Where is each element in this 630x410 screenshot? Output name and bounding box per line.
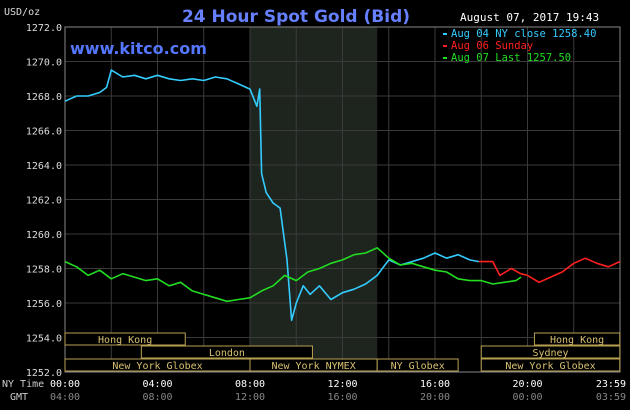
series-line bbox=[64, 247, 522, 303]
legend-swatch bbox=[443, 45, 447, 47]
brand-watermark: www.kitco.com bbox=[70, 39, 207, 58]
x-tick-label-gmt: 12:00 bbox=[235, 392, 265, 403]
x-tick-label-gmt: 20:00 bbox=[420, 392, 450, 403]
x-tick-label-gmt: 04:00 bbox=[50, 392, 80, 403]
y-tick-label: 1252.0 bbox=[26, 368, 62, 379]
legend-swatch bbox=[443, 33, 447, 35]
session-box bbox=[480, 358, 621, 372]
y-tick-label: 1262.0 bbox=[26, 196, 62, 207]
x-tick-label-ny: 08:00 bbox=[235, 379, 265, 390]
market-sessions: Hong Kong London New York Globex New York N… bbox=[64, 332, 621, 372]
y-tick-label: 1268.0 bbox=[26, 92, 62, 103]
session-label: NY Globex bbox=[391, 361, 445, 372]
y-tick-label: 1258.0 bbox=[26, 265, 62, 276]
x-tick-label-gmt: 16:00 bbox=[327, 392, 357, 403]
legend-label: Aug 06 Sunday bbox=[451, 40, 533, 52]
x-tick-label-ny: 16:00 bbox=[420, 379, 450, 390]
series-line bbox=[478, 257, 621, 284]
legend-label: Aug 04 NY close 1258.40 bbox=[451, 28, 596, 40]
x-tick-label-ny: 23:59 bbox=[596, 379, 626, 390]
x-tick-label-gmt: 03:59 bbox=[596, 392, 626, 403]
session-box bbox=[376, 358, 459, 372]
session-box bbox=[140, 345, 313, 359]
ny-time-label: NY Time bbox=[2, 379, 44, 390]
x-tick-label-ny: 12:00 bbox=[327, 379, 357, 390]
session-label: New York Globex bbox=[505, 361, 595, 372]
y-axis-ticks: 1252.0 1254.0 1256.0 1258.0 1260.0 1262.0 1264… bbox=[26, 23, 62, 379]
x-axis-ticks: 00:00 04:00 08:00 12:00 16:00 20:00 23:59 04:00… bbox=[50, 379, 626, 403]
session-label: Hong Kong bbox=[550, 335, 604, 346]
legend-swatch bbox=[443, 57, 447, 59]
session-box bbox=[533, 332, 621, 346]
session-label: New York NYMEX bbox=[271, 361, 355, 372]
x-tick-label-ny: 20:00 bbox=[512, 379, 542, 390]
y-tick-label: 1260.0 bbox=[26, 230, 62, 241]
session-box bbox=[480, 345, 621, 359]
y-tick-label: 1254.0 bbox=[26, 334, 62, 345]
y-axis-label: USD/oz bbox=[4, 7, 40, 18]
y-tick-label: 1264.0 bbox=[26, 161, 62, 172]
y-tick-label: 1272.0 bbox=[26, 23, 62, 34]
x-tick-label-ny: 00:00 bbox=[50, 379, 80, 390]
y-tick-label: 1266.0 bbox=[26, 127, 62, 138]
session-label: Hong Kong bbox=[98, 335, 152, 346]
series-lines bbox=[64, 69, 621, 322]
x-tick-label-gmt: 00:00 bbox=[512, 392, 542, 403]
x-tick-label-gmt: 08:00 bbox=[142, 392, 172, 403]
x-tick-label-ny: 04:00 bbox=[142, 379, 172, 390]
plot-border bbox=[64, 26, 621, 373]
y-tick-label: 1256.0 bbox=[26, 299, 62, 310]
chart-title: 24 Hour Spot Gold (Bid) bbox=[182, 7, 410, 27]
session-label: Sydney bbox=[532, 348, 568, 359]
legend-label: Aug 07 Last 1257.50 bbox=[451, 52, 571, 64]
session-label: New York Globex bbox=[112, 361, 202, 372]
timestamp: August 07, 2017 19:43 bbox=[460, 11, 599, 24]
session-label: London bbox=[209, 348, 245, 359]
gmt-label: GMT bbox=[10, 392, 28, 403]
y-tick-label: 1270.0 bbox=[26, 58, 62, 69]
session-box bbox=[64, 332, 186, 346]
